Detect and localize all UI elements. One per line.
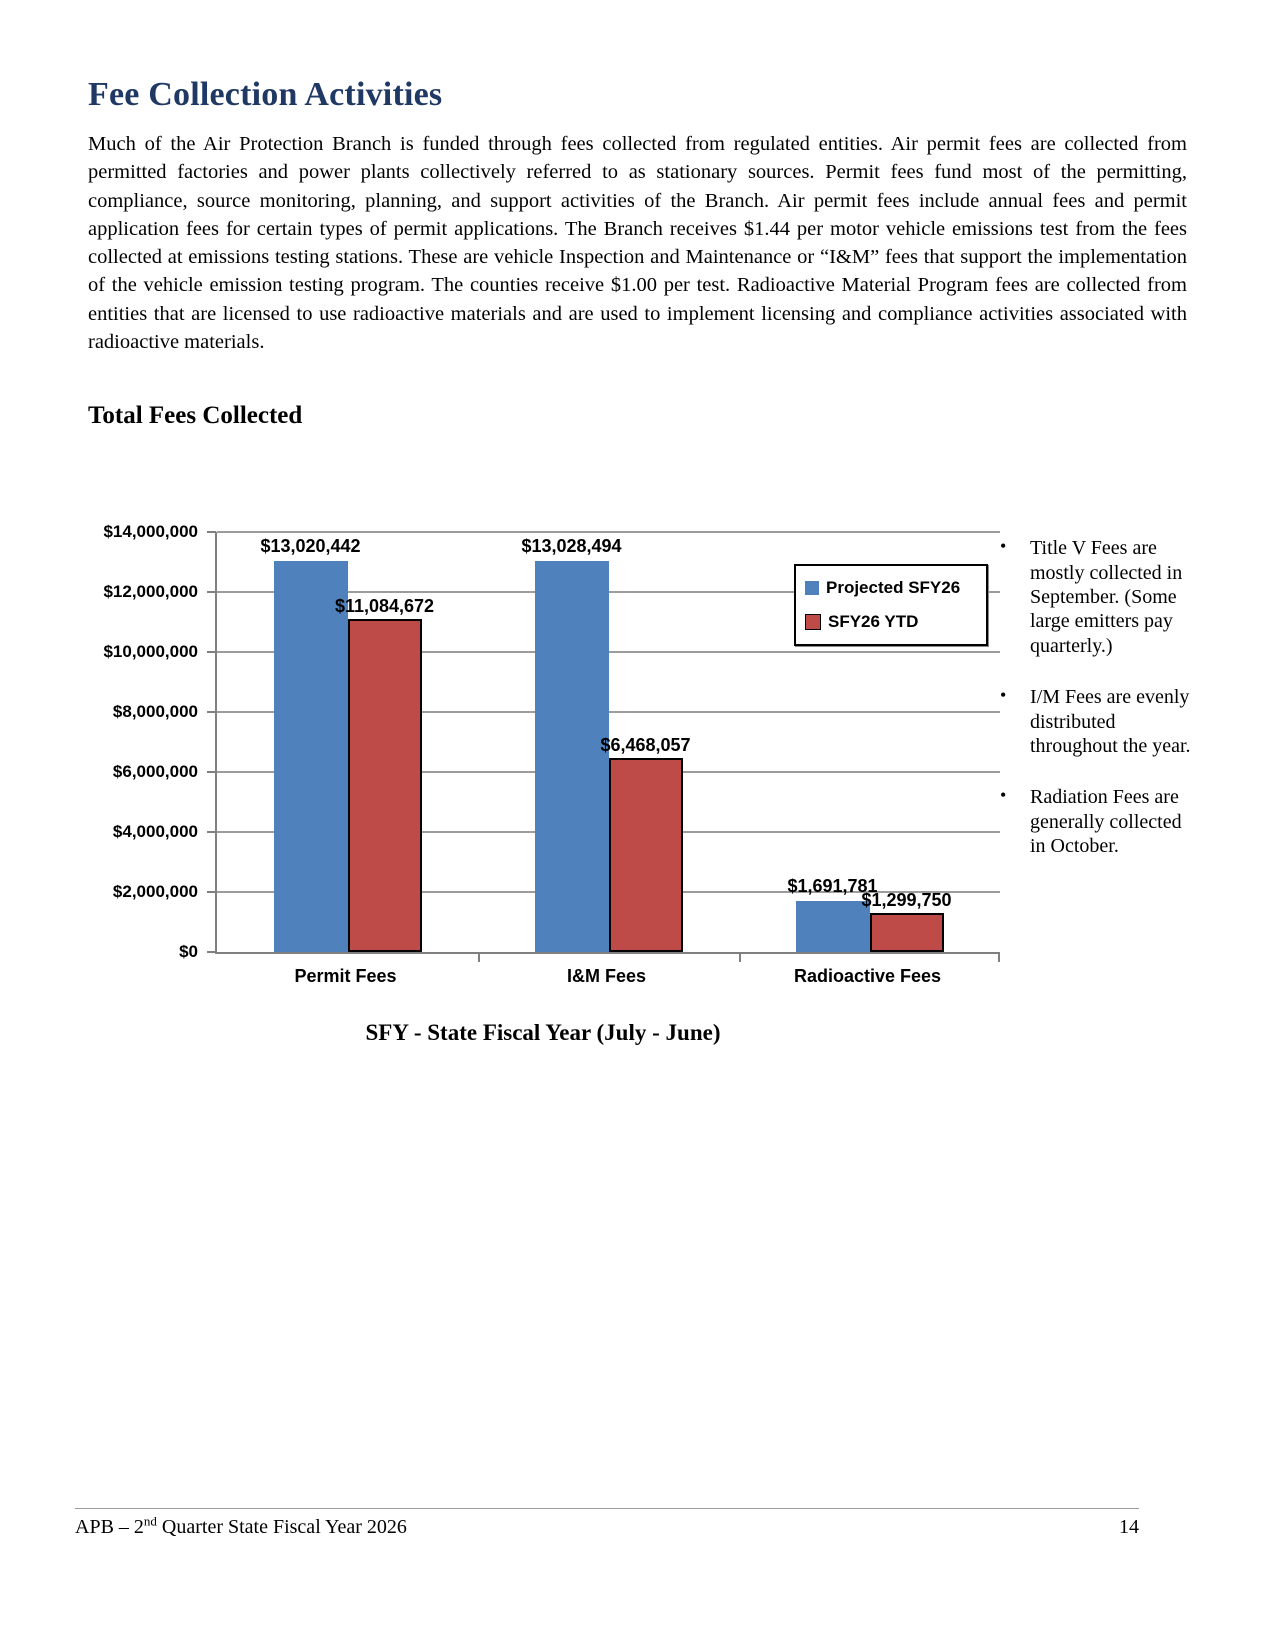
- y-axis-labels: $0 $2,000,000 $4,000,000 $6,000,000 $8,000,0…: [88, 522, 206, 961]
- bar-value-label: $13,028,494: [521, 536, 622, 557]
- category-label: I&M Fees: [566, 966, 647, 987]
- bar-group: $13,028,494 $6,468,057: [478, 532, 739, 953]
- bar: $6,468,057: [600, 735, 691, 953]
- y-tick-label: $2,000,000: [112, 882, 198, 902]
- bar-group: $1,691,781 $1,299,750: [739, 532, 1000, 953]
- footer-text: APB – 2nd Quarter State Fiscal Year 2026: [75, 1513, 407, 1539]
- category-label: Permit Fees: [294, 966, 397, 987]
- gridline: [217, 591, 1000, 594]
- bullet-icon: •: [1000, 536, 1007, 557]
- page-title: Fee Collection Activities: [88, 76, 443, 113]
- y-tick-label: $4,000,000: [112, 822, 198, 842]
- y-axis-tick: [207, 891, 216, 894]
- bullet-item: • Radiation Fees are generally collected …: [1000, 785, 1202, 858]
- bar-value-label: $13,020,442: [260, 536, 361, 557]
- y-axis-tick: [207, 711, 216, 714]
- y-axis-tick: [207, 771, 216, 774]
- bullet-text: I/M Fees are evenly distributed througho…: [1030, 686, 1191, 757]
- y-tick-label: $14,000,000: [103, 522, 198, 542]
- bar-value-label: $11,084,672: [334, 596, 435, 617]
- y-axis-tick: [207, 831, 216, 834]
- bar-value-label: $1,299,750: [861, 890, 952, 911]
- gridline: [217, 651, 1000, 654]
- y-axis-tick: [207, 651, 216, 654]
- legend-item: SFY26 YTD: [805, 612, 977, 632]
- legend-item: Projected SFY26: [805, 578, 977, 598]
- bullet-icon: •: [1000, 785, 1007, 806]
- bullet-text: Radiation Fees are generally collected i…: [1030, 786, 1182, 858]
- legend-swatch: [805, 614, 821, 631]
- bullet-item: • I/M Fees are evenly distributed through…: [1000, 685, 1202, 758]
- bar: $1,691,781: [787, 876, 878, 953]
- y-tick-label: $12,000,000: [103, 582, 198, 602]
- bar: $11,084,672: [335, 596, 434, 953]
- y-axis-tick: [207, 591, 216, 594]
- bullet-icon: •: [1000, 685, 1007, 706]
- page-number: 14: [1119, 1516, 1139, 1538]
- legend-label: SFY26 YTD: [828, 612, 919, 632]
- bullet-text: Title V Fees are mostly collected in Sep…: [1030, 537, 1183, 657]
- page-content: Fee Collection Activities Much of the Ai…: [88, 76, 1191, 1082]
- footer-prefix: APB – 2: [75, 1516, 144, 1538]
- bar: $1,299,750: [861, 890, 952, 953]
- chart-notes: • Title V Fees are mostly collected in Se…: [1000, 536, 1202, 885]
- y-tick-label: $10,000,000: [103, 642, 198, 662]
- plot-area: Projected SFY26 SFY26 YTD $13,020,442 $11,…: [207, 531, 1000, 963]
- page-footer: APB – 2nd Quarter State Fiscal Year 2026…: [75, 1508, 1139, 1539]
- legend-label: Projected SFY26: [826, 578, 961, 598]
- x-axis-tick: [998, 954, 1000, 963]
- x-axis-title: SFY - State Fiscal Year (July - June): [365, 1020, 721, 1046]
- x-axis-tick: [739, 954, 741, 963]
- section-heading: Total Fees Collected: [88, 402, 303, 430]
- legend-swatch: [805, 581, 819, 596]
- y-axis-tick: [207, 951, 216, 954]
- footer-superscript: nd: [143, 1513, 157, 1529]
- gridline: [217, 531, 1000, 534]
- footer-suffix: Quarter State Fiscal Year 2026: [156, 1516, 407, 1538]
- bar-value-label: $6,468,057: [600, 735, 691, 756]
- x-axis-category-labels: Permit Fees I&M Fees Radioactive Fees: [215, 966, 998, 987]
- bar: $13,028,494: [521, 536, 622, 953]
- chart-legend: Projected SFY26 SFY26 YTD: [794, 564, 988, 647]
- bar: $13,020,442: [260, 536, 361, 953]
- y-tick-label: $8,000,000: [112, 702, 198, 722]
- y-tick-label: $0: [179, 942, 198, 962]
- y-axis-tick: [207, 531, 216, 534]
- x-axis-tick: [478, 954, 480, 963]
- bullet-item: • Title V Fees are mostly collected in Se…: [1000, 536, 1202, 658]
- body-paragraph: Much of the Air Protection Branch is fun…: [88, 133, 1187, 353]
- gridline: [217, 711, 1000, 714]
- bar-value-label: $1,691,781: [787, 876, 878, 897]
- y-tick-label: $6,000,000: [112, 762, 198, 782]
- category-label: Radioactive Fees: [793, 966, 942, 987]
- bar-group: $13,020,442 $11,084,672: [217, 532, 478, 953]
- fees-bar-chart: $0 $2,000,000 $4,000,000 $6,000,000 $8,000,0…: [88, 522, 1190, 1082]
